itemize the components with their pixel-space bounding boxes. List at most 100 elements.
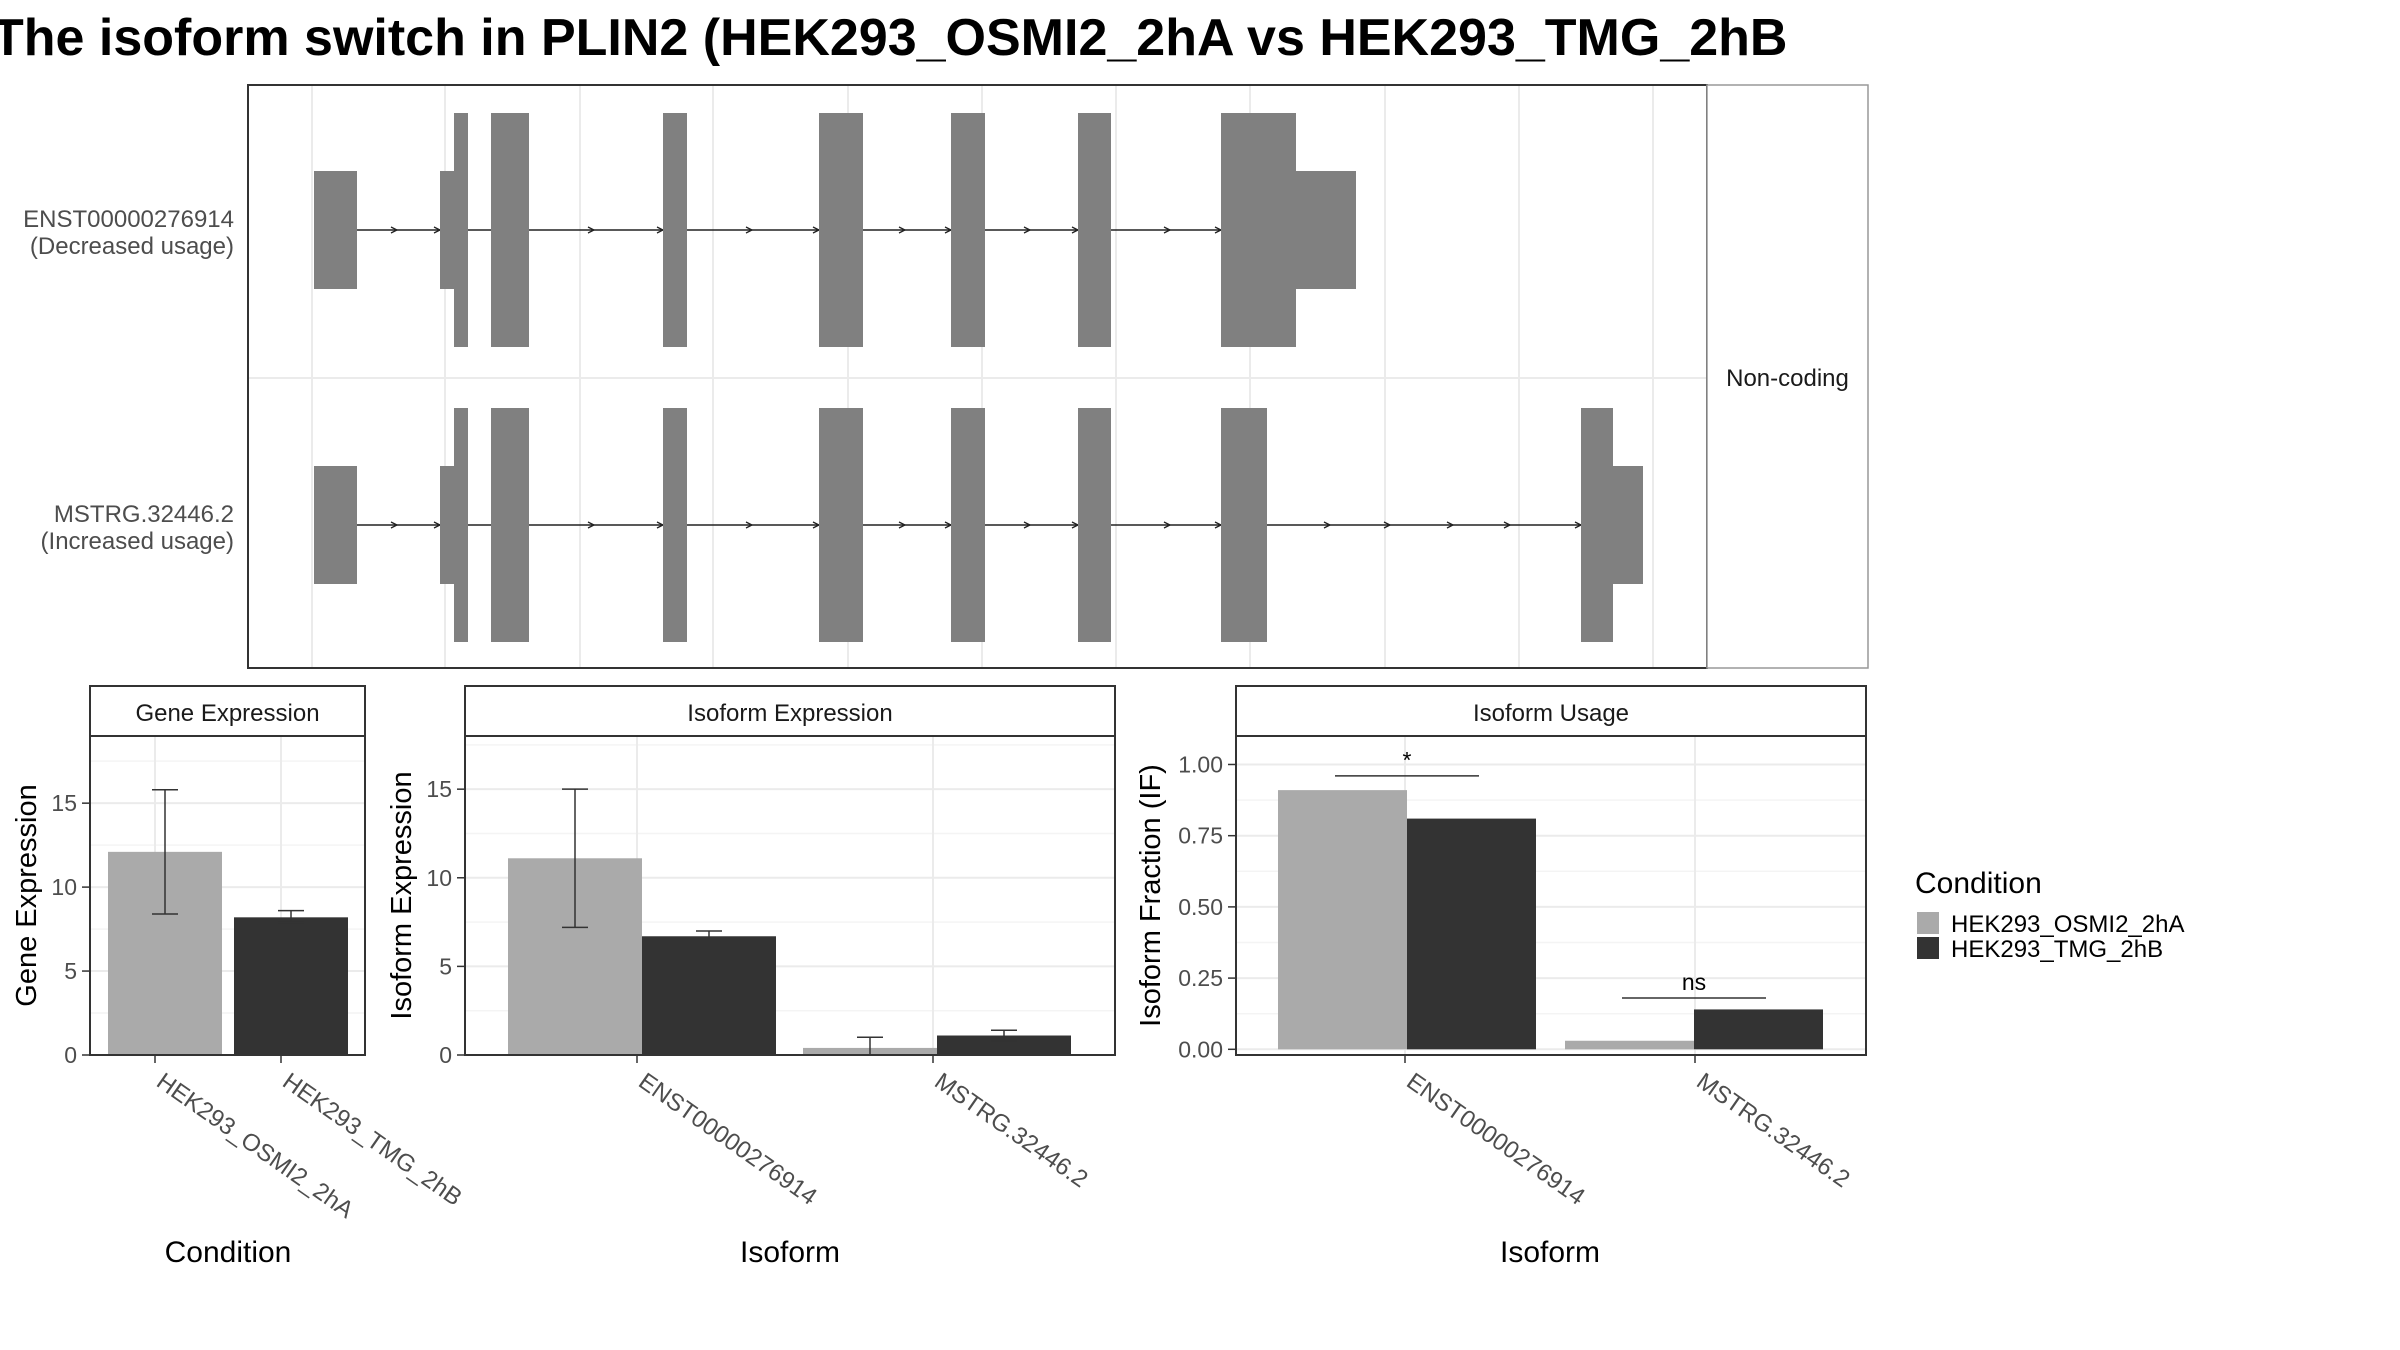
strip-header (464, 685, 1116, 737)
intron-direction-arrow (587, 226, 596, 234)
intron-direction-arrow (1163, 226, 1172, 234)
intron-direction-arrow (390, 226, 399, 234)
y-tick-label: 0.25 (1178, 965, 1223, 991)
isoform-id-label: ENST00000276914 (23, 206, 234, 233)
legend-swatch-condition-a (1917, 912, 1939, 934)
y-tick-label: 1.00 (1178, 751, 1223, 777)
y-tick-label: 15 (51, 790, 77, 816)
exon-coding (454, 408, 468, 642)
strip-title: Isoform Expression (687, 700, 892, 727)
y-tick-label: 0 (439, 1042, 452, 1068)
exon-utr (1613, 466, 1643, 584)
bar-condition-b (1694, 1009, 1823, 1050)
exon-utr (440, 466, 454, 584)
intron-direction-arrow (1163, 521, 1172, 529)
isoform-track-2 (314, 408, 1643, 642)
intron-direction-arrow (587, 521, 596, 529)
error-bar (562, 788, 588, 929)
exon-coding (819, 113, 863, 347)
strip-header (89, 685, 366, 737)
y-tick-label: 0.50 (1178, 894, 1223, 920)
y-axis-title: Isoform Expression (386, 771, 418, 1019)
intron-direction-arrow (745, 226, 754, 234)
exon-utr (314, 466, 357, 584)
strip-non-coding (1706, 84, 1869, 669)
exon-coding (491, 408, 529, 642)
isoform-track-1 (314, 113, 1356, 347)
error-bar (696, 930, 722, 941)
isoform-usage-label: (Increased usage) (41, 528, 234, 555)
intron-direction-arrow (1323, 521, 1332, 529)
y-tick-label: 5 (439, 953, 452, 979)
error-bar (991, 1029, 1017, 1042)
x-axis-title: Isoform (1500, 1236, 1600, 1269)
y-tick-label: 15 (426, 776, 452, 802)
exon-coding (663, 113, 687, 347)
chart-panel-2: 0 5 10 15 ENST00000276914 MSTRG.32446.2 Isofor… (386, 685, 1116, 1269)
exon-coding (491, 113, 529, 347)
significance-label: ns (1682, 969, 1706, 995)
isoform-id-label: MSTRG.32446.2 (54, 501, 234, 528)
error-bar (278, 909, 304, 924)
intron-direction-arrow (898, 521, 907, 529)
error-bar (152, 788, 178, 915)
intron-direction-arrow (390, 521, 399, 529)
exon-coding (951, 113, 985, 347)
figure-title: The isoform switch in PLIN2 (HEK293_OSMI… (0, 9, 1787, 67)
exon-coding (1221, 408, 1267, 642)
exon-utr (314, 171, 357, 289)
x-axis-title: Isoform (740, 1236, 840, 1269)
bar-condition-b (234, 917, 348, 1055)
condition-legend: Condition HEK293_OSMI2_2hA HEK293_TMG_2h… (1915, 867, 2184, 963)
y-tick-label: 0.00 (1178, 1036, 1223, 1062)
exon-coding (951, 408, 985, 642)
strip-label-non-coding: Non-coding (1726, 365, 1849, 392)
x-tick-label: ENST00000276914 (634, 1068, 822, 1211)
intron-direction-arrow (1023, 226, 1032, 234)
bar-condition-a (1565, 1040, 1694, 1050)
exon-utr (1296, 171, 1356, 289)
x-axis-title: Condition (165, 1236, 292, 1269)
bar-condition-b (642, 936, 776, 1055)
legend-label-condition-b: HEK293_TMG_2hB (1951, 936, 2163, 963)
exon-utr (440, 171, 454, 289)
y-axis-title: Gene Expression (11, 784, 43, 1006)
y-tick-label: 10 (51, 874, 77, 900)
exon-coding (1581, 408, 1613, 642)
strip-header (1235, 685, 1867, 737)
isoform-usage-label: (Decreased usage) (30, 233, 234, 260)
bar-panels: 051015HEK293_OSMI2_2hAHEK293_TMG_2hBGene… (11, 685, 1867, 1269)
bar-condition-a (1278, 790, 1407, 1050)
bar-condition-b (1407, 818, 1536, 1050)
intron-direction-arrow (745, 521, 754, 529)
transcript-panel: ENST00000276914(Decreased usage) MSTRG.32… (23, 84, 1869, 669)
exon-coding (1221, 113, 1296, 347)
intron-direction-arrow (1023, 521, 1032, 529)
y-tick-label: 5 (64, 958, 77, 984)
exon-coding (663, 408, 687, 642)
y-tick-label: 0.75 (1178, 823, 1223, 849)
strip-title: Isoform Usage (1473, 700, 1629, 727)
exon-coding (819, 408, 863, 642)
legend-swatch-condition-b (1917, 937, 1939, 959)
x-tick-label: ENST00000276914 (1402, 1068, 1590, 1211)
bar-condition-b (937, 1035, 1071, 1055)
exon-coding (1078, 113, 1111, 347)
y-tick-label: 10 (426, 865, 452, 891)
intron-direction-arrow (898, 226, 907, 234)
intron-direction-arrow (1383, 521, 1392, 529)
strip-title: Gene Expression (135, 700, 319, 727)
significance-label: * (1403, 747, 1412, 773)
y-tick-label: 0 (64, 1042, 77, 1068)
intron-direction-arrow (1503, 521, 1512, 529)
intron-direction-arrow (1446, 521, 1455, 529)
y-axis-title: Isoform Fraction (IF) (1135, 764, 1167, 1027)
x-tick-label: MSTRG.32446.2 (930, 1068, 1093, 1193)
chart-panel-3: 0.00 0.25 0.50 0.75 1.00 ENST00000276914 MSTRG… (1135, 685, 1867, 1269)
legend-title: Condition (1915, 867, 2042, 900)
exon-coding (454, 113, 468, 347)
exon-coding (1078, 408, 1111, 642)
x-tick-label: MSTRG.32446.2 (1692, 1068, 1855, 1193)
legend-label-condition-a: HEK293_OSMI2_2hA (1951, 911, 2184, 938)
